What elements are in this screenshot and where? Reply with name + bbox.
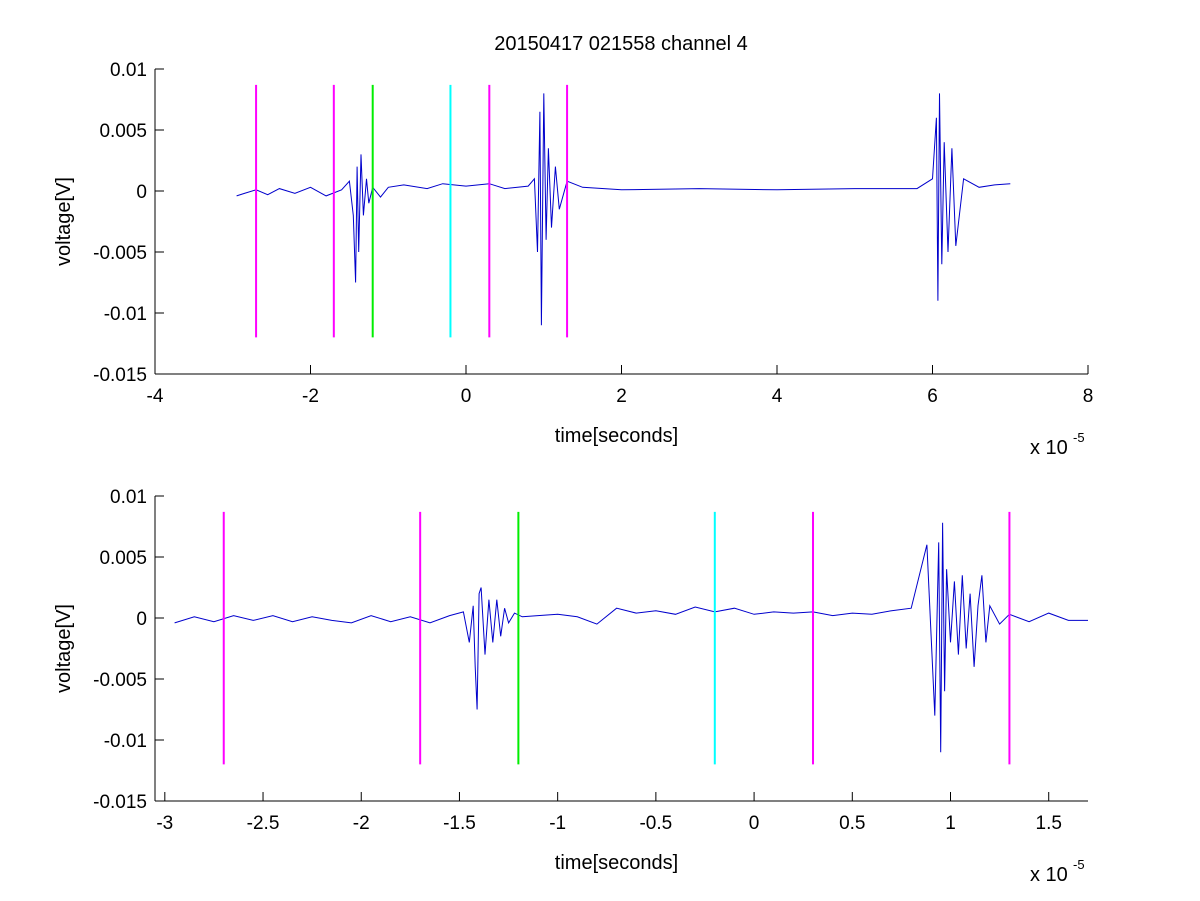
y-tick-label: -0.01 — [104, 304, 147, 325]
x-tick-label: -1.5 — [443, 813, 476, 834]
x-tick-label: -2.5 — [247, 813, 280, 834]
bottom-plot: -3 -2.5 -2 -1.5 -1 -0.5 0 0.5 1 1.5 0.01 0.005 0 -0.0… — [53, 487, 1088, 886]
x-axis-label: time[seconds] — [555, 852, 678, 874]
x-tick-label: 0 — [461, 386, 472, 407]
y-tick-label: 0.01 — [110, 487, 147, 508]
y-tick-label: 0 — [136, 182, 147, 203]
x-exponent: -5 — [1073, 430, 1085, 445]
top-plot: -4 -2 0 2 4 6 8 0.01 0.005 0 -0.005 -0.01 -0.015 time… — [53, 60, 1093, 459]
x-exponent-base: x 10 — [1030, 437, 1068, 459]
x-tick-label: 0 — [749, 813, 760, 834]
x-tick-label: -1 — [549, 813, 566, 834]
x-tick-label: 2 — [616, 386, 627, 407]
x-tick-label: 0.5 — [839, 813, 865, 834]
y-tick-label: -0.01 — [104, 731, 147, 752]
y-tick-label: -0.015 — [93, 365, 147, 386]
y-tick-label: 0.005 — [99, 548, 147, 569]
x-tick-label: 4 — [772, 386, 783, 407]
y-tick-label: -0.005 — [93, 243, 147, 264]
y-tick-label: 0 — [136, 609, 147, 630]
signal-series-line — [174, 522, 1088, 753]
x-tick-label: 1.5 — [1036, 813, 1062, 834]
y-tick-label: 0.005 — [99, 121, 147, 142]
signal-series-line — [236, 93, 1011, 326]
x-exponent-base: x 10 — [1030, 864, 1068, 886]
y-axis-label: voltage[V] — [53, 177, 75, 266]
y-tick-label: -0.015 — [93, 792, 147, 813]
x-tick-label: 1 — [945, 813, 956, 834]
x-tick-label: -2 — [353, 813, 370, 834]
y-axis-label: voltage[V] — [53, 604, 75, 693]
x-tick-label: -2 — [302, 386, 319, 407]
x-tick-label: 8 — [1083, 386, 1094, 407]
x-tick-label: 6 — [927, 386, 938, 407]
x-tick-label: -4 — [147, 386, 164, 407]
x-axis-label: time[seconds] — [555, 425, 678, 447]
x-exponent: -5 — [1073, 857, 1085, 872]
y-tick-label: -0.005 — [93, 670, 147, 691]
x-tick-label: -3 — [156, 813, 173, 834]
x-tick-label: -0.5 — [639, 813, 672, 834]
figure-title: 20150417 021558 channel 4 — [494, 33, 748, 55]
y-tick-label: 0.01 — [110, 60, 147, 81]
